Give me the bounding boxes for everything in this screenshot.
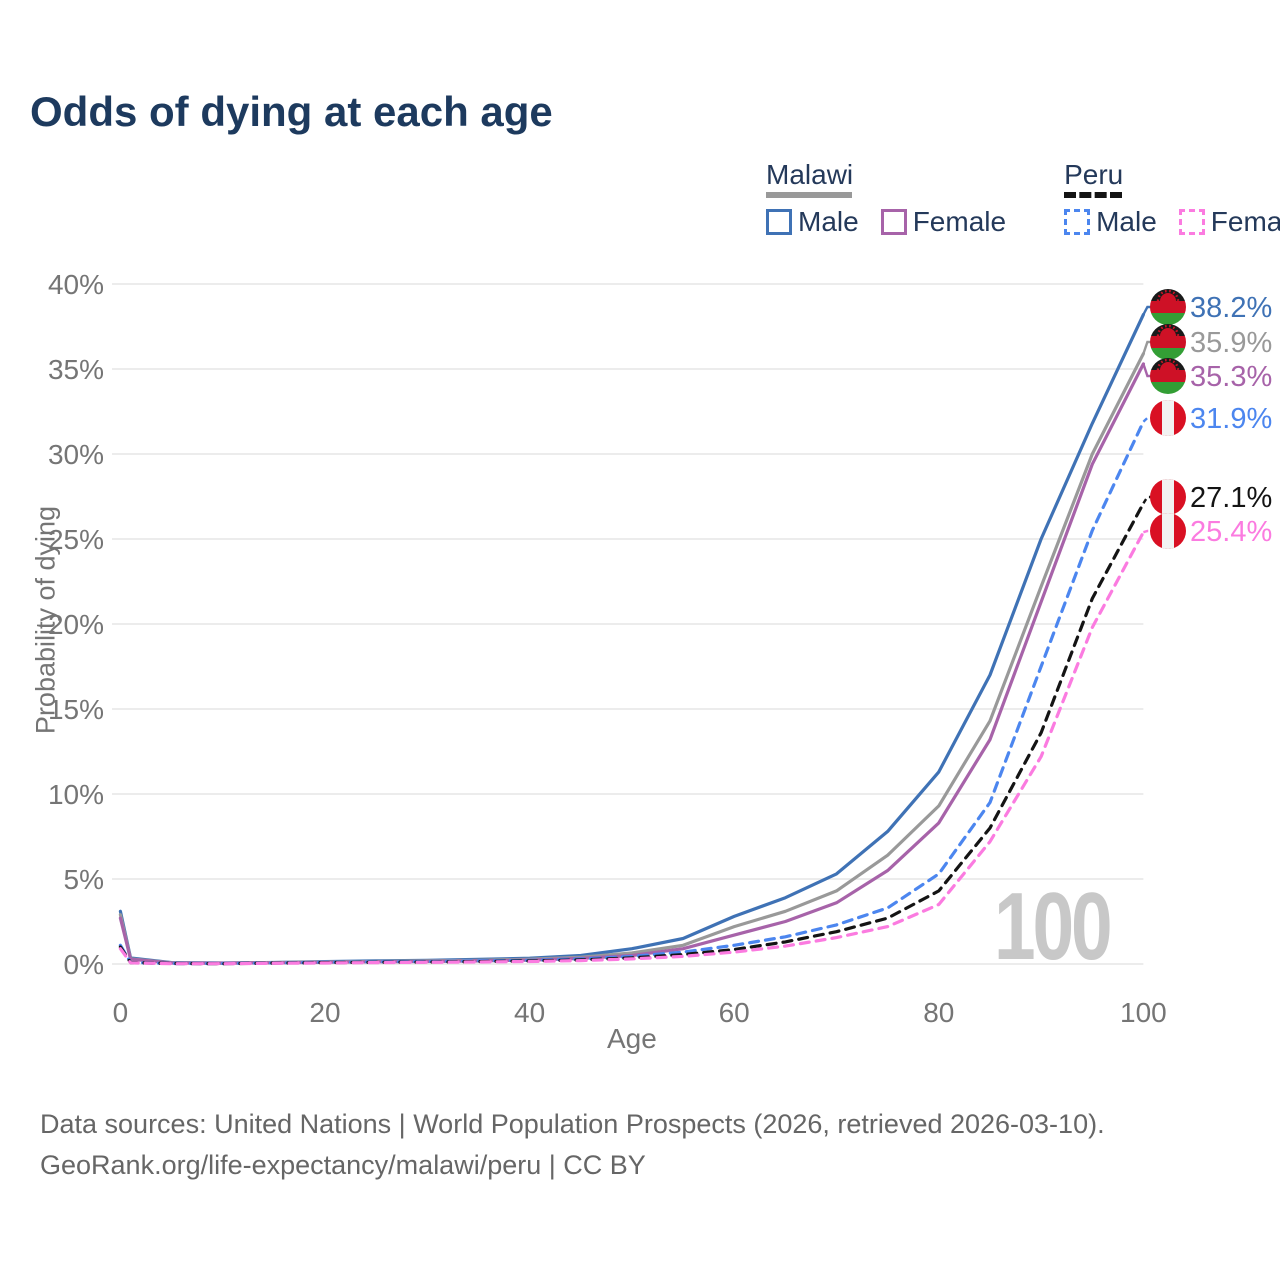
legend-group-malawi: Malawi Male Female bbox=[766, 160, 1006, 238]
source-footer: Data sources: United Nations | World Pop… bbox=[40, 1104, 1105, 1186]
legend-country-peru: Peru bbox=[1064, 159, 1124, 190]
flag-icon-peru bbox=[1150, 479, 1186, 515]
x-tick-label: 60 bbox=[719, 997, 750, 1028]
legend: Malawi Male Female Peru Male bbox=[766, 160, 1280, 238]
legend-item-peru-female[interactable]: Female bbox=[1178, 206, 1280, 238]
legend-swatch-peru-male bbox=[1064, 209, 1091, 235]
legend-swatch-malawi-female bbox=[880, 209, 907, 235]
y-tick-label: 30% bbox=[48, 439, 104, 470]
page-title: Odds of dying at each age bbox=[30, 88, 553, 135]
end-label: 27.1% bbox=[1190, 482, 1272, 514]
legend-group-peru: Peru Male Female bbox=[1064, 160, 1280, 238]
age-watermark: 100 bbox=[994, 873, 1113, 980]
end-label: 35.3% bbox=[1190, 361, 1272, 393]
y-tick-label: 20% bbox=[48, 609, 104, 640]
attribution-line: GeoRank.org/life-expectancy/malawi/peru … bbox=[40, 1150, 646, 1180]
legend-line-sample-peru bbox=[1064, 192, 1123, 198]
flag-icon-malawi bbox=[1150, 324, 1186, 360]
x-tick-label: 20 bbox=[309, 997, 340, 1028]
y-tick-label: 15% bbox=[48, 694, 104, 725]
y-tick-label: 0% bbox=[64, 949, 104, 980]
end-label: 25.4% bbox=[1190, 516, 1272, 548]
flag-icon-malawi bbox=[1150, 358, 1186, 394]
legend-swatch-peru-female bbox=[1178, 209, 1205, 235]
series-line-peru-both-sexes bbox=[118, 501, 1145, 966]
legend-swatch-malawi-male bbox=[766, 209, 792, 235]
y-tick-label: 5% bbox=[64, 864, 104, 895]
series-line-malawi-male bbox=[118, 313, 1145, 965]
series-line-peru-female bbox=[118, 530, 1145, 966]
x-tick-label: 100 bbox=[1120, 997, 1167, 1028]
flag-icon-malawi bbox=[1150, 289, 1186, 325]
x-axis-title: Age bbox=[607, 1023, 657, 1054]
x-tick-label: 40 bbox=[514, 997, 545, 1028]
y-tick-label: 25% bbox=[48, 524, 104, 555]
legend-label-malawi-male: Male bbox=[798, 206, 859, 237]
y-tick-label: 40% bbox=[48, 269, 104, 300]
legend-line-sample-malawi bbox=[766, 192, 852, 198]
x-tick-label: 80 bbox=[923, 997, 954, 1028]
series-line-peru-male bbox=[118, 420, 1145, 966]
end-label: 38.2% bbox=[1190, 292, 1272, 324]
legend-label-peru-female: Female bbox=[1210, 206, 1280, 237]
legend-label-malawi-female: Female bbox=[912, 206, 1007, 237]
legend-item-peru-male[interactable]: Male bbox=[1064, 206, 1157, 238]
legend-item-malawi-female[interactable]: Female bbox=[880, 206, 1007, 238]
y-axis-title: Probability of dying bbox=[30, 505, 61, 735]
end-label: 31.9% bbox=[1190, 403, 1272, 435]
source-line: Data sources: United Nations | World Pop… bbox=[40, 1109, 1105, 1139]
y-tick-label: 10% bbox=[48, 779, 104, 810]
legend-item-malawi-male[interactable]: Male bbox=[766, 206, 859, 238]
end-label: 35.9% bbox=[1190, 327, 1272, 359]
legend-label-peru-male: Male bbox=[1096, 206, 1157, 237]
legend-country-malawi: Malawi bbox=[766, 159, 854, 190]
end-label-connector bbox=[1143, 529, 1152, 534]
series-line-malawi-both-sexes bbox=[118, 352, 1145, 965]
y-tick-label: 35% bbox=[48, 354, 104, 385]
flag-icon-peru bbox=[1150, 513, 1186, 549]
x-tick-label: 0 bbox=[113, 997, 129, 1028]
end-label-connector bbox=[1142, 416, 1152, 423]
flag-icon-peru bbox=[1150, 400, 1186, 436]
